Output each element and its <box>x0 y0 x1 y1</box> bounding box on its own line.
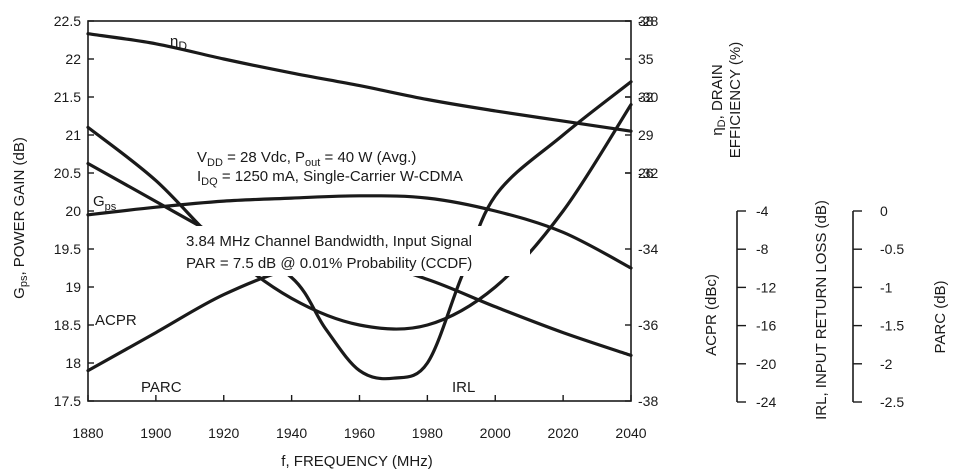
x-tick-label: 2040 <box>615 425 646 441</box>
irl-tick-label: -12 <box>756 279 776 295</box>
efficiency-tick-label: 26 <box>638 165 654 181</box>
parc-tick-label: 0 <box>880 203 888 219</box>
annotation-conditions-line2: IDQ = 1250 mA, Single-Carrier W-CDMA <box>197 168 463 188</box>
cond1-end: = 40 W (Avg.) <box>320 149 416 166</box>
series-label-efficiency: ηD <box>170 33 187 53</box>
acpr-axis-ticks: -38 -36 -34 -32 -30 -28 <box>625 13 658 409</box>
acpr-tick-label: -28 <box>638 13 658 29</box>
x-tick-label: 1880 <box>72 425 103 441</box>
acpr-axis-title: ACPR (dBc) <box>703 274 720 356</box>
gain-tick-label: 19.5 <box>54 241 81 257</box>
gain-tick-label: 21 <box>65 127 81 143</box>
condition-box-1-bg <box>180 142 500 184</box>
x-tick-label: 2020 <box>548 425 579 441</box>
gain-axis-title-main: G <box>11 287 28 299</box>
series-label-gain-sub: ps <box>105 201 117 213</box>
irl-tick-label: -8 <box>756 241 769 257</box>
extra-axes: -24 -20 -16 -12 -8 -4 -2.5 -2 -1.5 -1 -0.5 0 <box>736 203 904 410</box>
x-tick-label: 1960 <box>344 425 375 441</box>
cond2-i-sub: DQ <box>201 176 218 188</box>
efficiency-axis-title-line2: EFFICIENCY (%) <box>727 42 744 158</box>
series-label-gain-main: G <box>93 193 105 210</box>
series-line-efficiency <box>86 32 633 133</box>
gain-tick-label: 19 <box>65 279 81 295</box>
efficiency-axis-title-line1: ηD, DRAIN <box>709 64 728 135</box>
gain-axis-title-rest: , POWER GAIN (dB) <box>11 137 28 275</box>
irl-tick-label: -16 <box>756 318 776 334</box>
x-tick-label: 1920 <box>208 425 239 441</box>
gain-tick-label: 22.5 <box>54 13 81 29</box>
plot-frame <box>87 20 632 402</box>
gain-tick-label: 20.5 <box>54 165 81 181</box>
irl-axis-title: IRL, INPUT RETURN LOSS (dB) <box>813 200 830 420</box>
annotation-signal-line2: PAR = 7.5 dB @ 0.01% Probability (CCDF) <box>186 255 472 272</box>
x-tick-label: 1940 <box>276 425 307 441</box>
series-label-efficiency-main: η <box>170 33 178 50</box>
parc-tick-label: -1 <box>880 279 893 295</box>
acpr-tick-label: -30 <box>638 89 658 105</box>
efficiency-tick-label: 35 <box>638 51 654 67</box>
x-tick-label: 1980 <box>412 425 443 441</box>
gain-tick-label: 18 <box>65 355 81 371</box>
efficiency-tick-label: 32 <box>638 89 654 105</box>
gain-tick-label: 17.5 <box>54 393 81 409</box>
series-line-gain <box>86 194 633 270</box>
condition-box-2-bg <box>178 226 530 276</box>
efficiency-title-sub: D <box>716 119 728 127</box>
cond1-p-sub: out <box>305 157 320 169</box>
parc-tick-label: -2 <box>880 356 893 372</box>
irl-tick-label: -4 <box>756 203 769 219</box>
acpr-tick-label: -36 <box>638 317 658 333</box>
acpr-tick-label: -32 <box>638 165 658 181</box>
series-label-parc: PARC <box>141 379 182 396</box>
plot-border <box>87 20 632 402</box>
annotation-conditions-line1: VDD = 28 Vdc, Pout = 40 W (Avg.) <box>197 149 416 169</box>
gain-axis-ticks: 17.5 18 18.5 19 19.5 20 20.5 21 21.5 22 22.5 <box>54 13 94 409</box>
efficiency-title-rest: , DRAIN <box>709 64 726 119</box>
gain-axis-title: Gps, POWER GAIN (dB) <box>11 137 30 299</box>
gain-tick-label: 18.5 <box>54 317 81 333</box>
acpr-tick-label: -34 <box>638 241 658 257</box>
parc-tick-label: -2.5 <box>880 394 904 410</box>
annotation-signal-line1: 3.84 MHz Channel Bandwidth, Input Signal <box>186 233 472 250</box>
series-label-acpr: ACPR <box>95 312 137 329</box>
efficiency-tick-label: 38 <box>638 13 654 29</box>
series-layer <box>86 32 633 381</box>
cond2-end: = 1250 mA, Single-Carrier W-CDMA <box>218 168 463 185</box>
series-label-irl: IRL <box>452 379 475 396</box>
parc-axis-title: PARC (dB) <box>932 280 949 353</box>
series-label-gain: Gps <box>93 193 117 213</box>
cond1-v: V <box>197 149 207 166</box>
gain-tick-label: 20 <box>65 203 81 219</box>
x-axis-title: f, FREQUENCY (MHz) <box>281 453 432 470</box>
acpr-tick-label: -38 <box>638 393 658 409</box>
parc-tick-label: -1.5 <box>880 318 904 334</box>
gain-axis-title-sub: ps <box>18 275 30 287</box>
x-tick-label: 1900 <box>140 425 171 441</box>
parc-tick-label: -0.5 <box>880 241 904 257</box>
irl-tick-label: -24 <box>756 394 776 410</box>
irl-tick-label: -20 <box>756 356 776 372</box>
series-line-acpr <box>86 103 633 331</box>
cond2-i: I <box>197 168 201 185</box>
series-line-parc <box>86 259 633 373</box>
x-tick-label: 2000 <box>480 425 511 441</box>
gain-tick-label: 22 <box>65 51 81 67</box>
cond1-v-sub: DD <box>207 157 223 169</box>
x-axis-ticks: 1880 1900 1920 1940 1960 1980 2000 2020 2040 <box>72 395 647 441</box>
gain-tick-label: 21.5 <box>54 89 81 105</box>
efficiency-tick-label: 29 <box>638 127 654 143</box>
cond1-mid: = 28 Vdc, P <box>223 149 305 166</box>
efficiency-title-eta: η <box>709 127 726 135</box>
series-label-efficiency-sub: D <box>178 39 187 53</box>
